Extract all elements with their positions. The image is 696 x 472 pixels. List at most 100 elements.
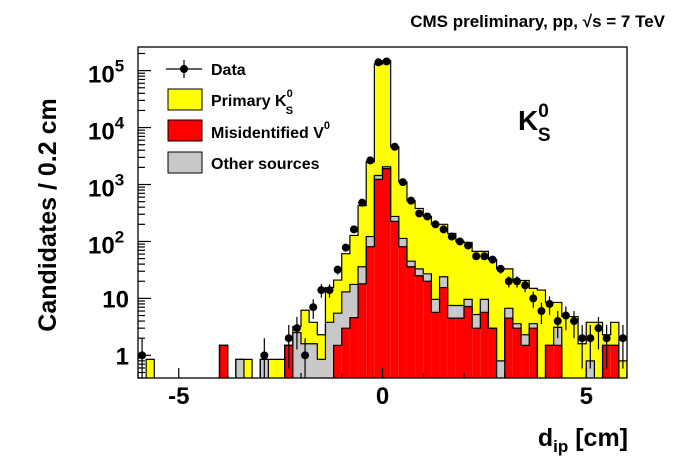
data-point — [349, 225, 358, 234]
bar-misidentified-v0 — [374, 179, 383, 378]
bar-misidentified-v0 — [472, 328, 481, 378]
bar-primary-k0s — [439, 224, 448, 277]
bar-other-sources — [480, 299, 489, 313]
bar-other-sources — [423, 273, 432, 282]
data-point — [398, 178, 407, 187]
data-point — [325, 286, 334, 295]
outline-primary-k0s — [145, 60, 627, 378]
data-point — [260, 351, 269, 360]
bar-other-sources — [349, 284, 359, 318]
bar-misidentified-v0 — [464, 306, 473, 378]
bar-other-sources — [398, 238, 407, 247]
bar-other-sources — [366, 236, 375, 247]
bar-primary-k0s — [504, 268, 513, 309]
bar-other-sources — [431, 299, 440, 313]
bar-primary-k0s — [561, 316, 570, 378]
bar-primary-k0s — [390, 146, 399, 217]
bar-other-sources — [455, 305, 464, 319]
data-point — [358, 198, 367, 207]
bar-primary-k0s — [431, 224, 440, 300]
bar-other-sources — [464, 299, 473, 307]
bar-misidentified-v0 — [406, 266, 416, 378]
bar-primary-k0s — [333, 280, 342, 314]
data-point — [333, 265, 342, 274]
bar-primary-k0s — [317, 334, 326, 360]
data-point — [431, 220, 440, 229]
legend-item-primary: Primary K0 S — [167, 88, 293, 117]
bar-primary-k0s — [325, 287, 334, 323]
data-point — [309, 303, 318, 312]
x-tick-label: -5 — [168, 383, 189, 410]
bar-other-sources — [341, 291, 350, 329]
bar-misidentified-v0 — [455, 318, 464, 378]
svg-text:Other sources: Other sources — [211, 156, 320, 173]
data-point — [292, 324, 301, 333]
bar-primary-k0s — [406, 200, 416, 262]
histogram-outlines — [145, 60, 627, 378]
data-point — [374, 58, 383, 67]
bar-primary-k0s — [349, 235, 359, 285]
bar-other-sources — [325, 322, 334, 378]
bar-primary-k0s — [243, 359, 253, 378]
bar-primary-k0s — [398, 182, 407, 239]
bar-misidentified-v0 — [415, 275, 424, 378]
data-point — [521, 281, 530, 290]
bar-other-sources — [292, 332, 301, 378]
data-point — [472, 252, 481, 261]
bar-misidentified-v0 — [545, 345, 554, 378]
axes: -5 0 5 1 10 102 103 104 105 — [88, 52, 628, 410]
bar-misidentified-v0 — [333, 345, 342, 378]
bar-misidentified-v0 — [512, 328, 522, 378]
bar-misidentified-v0 — [488, 328, 497, 378]
data-point — [341, 243, 350, 252]
y-tick-label: 103 — [88, 171, 124, 203]
bar-primary-k0s — [610, 322, 619, 346]
bar-misidentified-v0 — [382, 168, 391, 378]
bar-primary-k0s — [415, 208, 424, 269]
chart-title: CMS preliminary, pp, √s = 7 TeV — [410, 12, 665, 31]
bar-other-sources — [358, 266, 367, 284]
bar-other-sources — [415, 268, 424, 276]
bar-misidentified-v0 — [504, 318, 513, 378]
bar-misidentified-v0 — [366, 246, 375, 378]
bar-primary-k0s — [594, 322, 603, 378]
data-point — [447, 232, 456, 241]
bar-other-sources — [382, 166, 391, 169]
bar-primary-k0s — [146, 359, 155, 378]
bar-other-sources — [390, 216, 399, 222]
x-axis-label: dip [cm] — [538, 424, 628, 456]
legend-item-data: Data — [166, 60, 246, 79]
legend: Data Primary K0 S Misidentified V0 Other … — [166, 60, 330, 174]
legend-item-misidentified: Misidentified V0 — [167, 119, 330, 142]
svg-text:Data: Data — [211, 62, 246, 79]
data-point — [439, 225, 448, 234]
bar-other-sources — [333, 313, 342, 346]
bar-primary-k0s — [537, 290, 546, 378]
bar-misidentified-v0 — [341, 328, 350, 378]
data-point — [561, 311, 570, 320]
bar-primary-k0s — [496, 268, 505, 361]
legend-item-other: Other sources — [167, 151, 320, 174]
data-point — [390, 142, 399, 151]
bar-misidentified-v0 — [480, 312, 489, 378]
bar-primary-k0s — [382, 60, 391, 167]
bar-primary-k0s — [464, 242, 473, 300]
outline-other-sources — [218, 166, 620, 378]
bar-primary-k0s — [512, 280, 522, 324]
data-point — [488, 255, 497, 264]
data-point — [496, 264, 505, 273]
bar-misidentified-v0 — [423, 281, 432, 378]
data-marker-icon — [180, 65, 188, 73]
bar-other-sources — [496, 360, 505, 378]
data-point — [455, 237, 464, 246]
bar-other-sources — [374, 175, 383, 180]
data-point — [317, 286, 326, 295]
data-point — [464, 241, 473, 250]
bar-primary-k0s — [545, 302, 554, 346]
bar-misidentified-v0 — [447, 318, 456, 378]
bar-primary-k0s — [488, 259, 497, 329]
bar-other-sources — [521, 334, 530, 346]
data-point — [284, 334, 293, 343]
bar-other-sources — [472, 314, 481, 329]
